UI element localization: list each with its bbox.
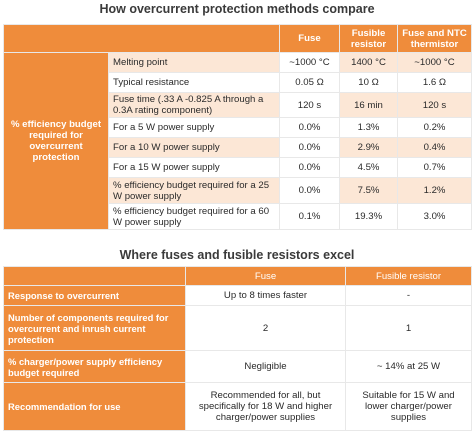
cell-value: 0.0%	[279, 117, 340, 138]
cell-value: 0.4%	[397, 137, 472, 158]
cell-value: 4.5%	[339, 157, 398, 178]
header-blank	[3, 266, 186, 286]
header-fuse: Fuse	[279, 24, 340, 53]
cell-value: ~1000 °C	[397, 52, 472, 73]
cell-value: Up to 8 times faster	[185, 285, 346, 306]
header-fuse: Fuse	[185, 266, 346, 286]
table-row: For a 15 W power supply 0.0% 4.5% 0.7%	[4, 157, 472, 178]
table-row: Response to overcurrent Up to 8 times fa…	[3, 285, 472, 306]
cell-value: 1	[345, 305, 472, 351]
row-label: Recommendation for use	[3, 382, 186, 431]
cell-value: Negligible	[185, 350, 346, 383]
cell-value: Suitable for 15 W and lower charger/powe…	[345, 382, 472, 431]
row-label: For a 10 W power supply	[108, 137, 280, 158]
cell-value: 2	[185, 305, 346, 351]
cell-value: 0.7%	[397, 157, 472, 178]
table-row: Recommendation for use Recommended for a…	[3, 382, 472, 431]
cell-value: 1.2%	[397, 177, 472, 204]
excel-table: Fuse Fusible resistor Response to overcu…	[3, 266, 472, 431]
cell-value: 0.0%	[279, 157, 340, 178]
cell-value: 2.9%	[339, 137, 398, 158]
group-label: % efficiency budget required for overcur…	[3, 52, 109, 230]
row-label: Number of components required for overcu…	[3, 305, 186, 351]
cell-value: 10 Ω	[339, 72, 398, 93]
table-row: Number of components required for overcu…	[3, 305, 472, 351]
cell-value: 0.05 Ω	[279, 72, 340, 93]
row-label: Typical resistance	[108, 72, 280, 93]
cell-value: 3.0%	[397, 203, 472, 230]
cell-value: 0.1%	[279, 203, 340, 230]
table-row: % efficiency budget required for a 25 W …	[4, 177, 472, 204]
cell-value: 120 s	[279, 92, 340, 118]
row-label: % efficiency budget required for a 60 W …	[108, 203, 280, 230]
row-label: % charger/power supply efficiency budget…	[3, 350, 186, 383]
row-label: For a 5 W power supply	[108, 117, 280, 138]
table-row: Fuse time (.33 A -0.825 A through a 0.3A…	[4, 92, 472, 118]
row-label: Response to overcurrent	[3, 285, 186, 306]
cell-value: 120 s	[397, 92, 472, 118]
cell-value: 0.2%	[397, 117, 472, 138]
header-fuse-ntc: Fuse and NTC thermistor	[397, 24, 472, 53]
cell-value: 1.3%	[339, 117, 398, 138]
cell-value: ~1000 °C	[279, 52, 340, 73]
comparison-table: Fuse Fusible resistor Fuse and NTC therm…	[3, 24, 472, 230]
cell-value: -	[345, 285, 472, 306]
header-fusible-resistor: Fusible resistor	[345, 266, 472, 286]
header-blank	[3, 24, 280, 53]
cell-value: 7.5%	[339, 177, 398, 204]
cell-value: 19.3%	[339, 203, 398, 230]
table-row: % efficiency budget required for a 60 W …	[4, 203, 472, 230]
row-label: Fuse time (.33 A -0.825 A through a 0.3A…	[108, 92, 280, 118]
table-row: % charger/power supply efficiency budget…	[3, 350, 472, 383]
row-label: Melting point	[108, 52, 280, 73]
row-label: % efficiency budget required for a 25 W …	[108, 177, 280, 204]
cell-value: Recommended for all, but specifically fo…	[185, 382, 346, 431]
table-row: For a 5 W power supply 0.0% 1.3% 0.2%	[4, 117, 472, 138]
cell-value: 0.0%	[279, 177, 340, 204]
cell-value: ~ 14% at 25 W	[345, 350, 472, 383]
table-row: % efficiency budget required for overcur…	[3, 52, 472, 230]
table2-title: Where fuses and fusible resistors excel	[119, 248, 355, 262]
row-label: For a 15 W power supply	[108, 157, 280, 178]
cell-value: 1.6 Ω	[397, 72, 472, 93]
cell-value: 0.0%	[279, 137, 340, 158]
header-fusible-resistor: Fusible resistor	[339, 24, 398, 53]
cell-value: 16 min	[339, 92, 398, 118]
cell-value: 1400 °C	[339, 52, 398, 73]
table1-title: How overcurrent protection methods compa…	[99, 2, 375, 16]
